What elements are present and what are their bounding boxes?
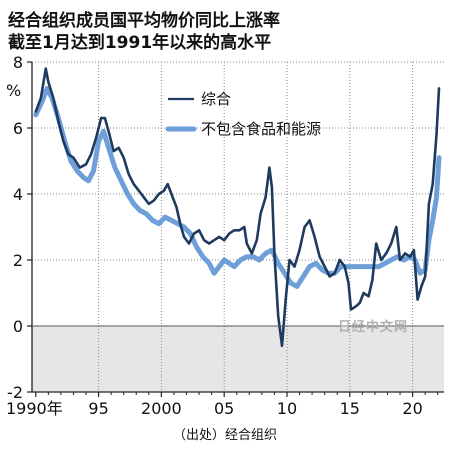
x-tick-label: 15 — [340, 399, 360, 418]
series-lines — [33, 67, 442, 348]
legend-label-core: 不包含食品和能源 — [201, 120, 321, 138]
axes — [27, 61, 444, 397]
tick-labels: -2 0 2 4 6 8 1990年 95 2000 05 10 15 20 — [6, 53, 423, 418]
below-zero-shading — [32, 326, 444, 392]
y-tick-label: 8 — [13, 53, 23, 72]
legend: 综合 不包含食品和能源 — [165, 90, 321, 138]
y-tick-label: 2 — [13, 251, 23, 270]
y-tick-label: 0 — [13, 317, 23, 336]
watermark-logo: 日经中文网 — [338, 320, 409, 335]
series-line-headline — [34, 67, 441, 348]
y-tick-label: 4 — [13, 185, 23, 204]
series-line-core — [33, 85, 442, 289]
x-tick-label: 05 — [214, 399, 234, 418]
y-tick-label: 6 — [13, 119, 23, 138]
x-tick-label: 20 — [402, 399, 422, 418]
gridlines — [32, 61, 444, 392]
chart-title: 经合组织成员国平均物价同比上涨率 — [8, 11, 280, 31]
y-tick-label: -2 — [7, 383, 23, 402]
source-note: （出处）经合组织 — [172, 428, 277, 443]
legend-label-headline: 综合 — [201, 90, 231, 108]
x-tick-label: 2000 — [141, 399, 182, 418]
y-axis-unit: % — [6, 81, 21, 100]
x-tick-label: 95 — [88, 399, 108, 418]
x-tick-label: 10 — [277, 399, 297, 418]
chart-subtitle: 截至1月达到1991年以来的高水平 — [8, 33, 272, 53]
x-tick-label: 1990年 — [6, 399, 63, 418]
